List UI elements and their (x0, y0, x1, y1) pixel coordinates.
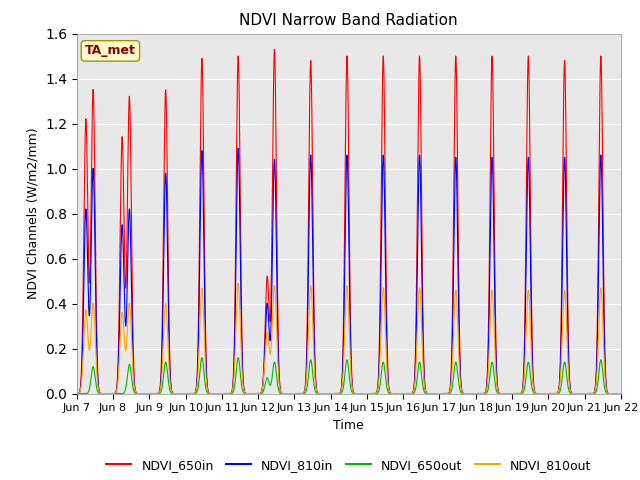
NDVI_810in (501, 391, 509, 396)
NDVI_650in (189, 391, 197, 396)
Line: NDVI_810in: NDVI_810in (77, 148, 621, 394)
NDVI_650in (617, 391, 625, 396)
NDVI_650out (617, 391, 625, 396)
NDVI_810out (276, 388, 284, 394)
NDVI_650in (184, 391, 191, 396)
NDVI_810in (424, 391, 431, 396)
NDVI_810out (501, 391, 509, 396)
Legend: NDVI_650in, NDVI_810in, NDVI_650out, NDVI_810out: NDVI_650in, NDVI_810in, NDVI_650out, NDV… (101, 454, 596, 477)
NDVI_650out (184, 391, 191, 396)
NDVI_810out (184, 391, 191, 396)
NDVI_650in (501, 391, 509, 396)
NDVI_810in (615, 391, 623, 396)
NDVI_650out (198, 355, 206, 360)
NDVI_650in (73, 391, 81, 396)
NDVI_650out (615, 391, 623, 396)
NDVI_810in (184, 391, 191, 396)
NDVI_810out (73, 391, 81, 396)
NDVI_810in (617, 391, 625, 396)
NDVI_650in (615, 391, 623, 396)
NDVI_810out (424, 391, 431, 396)
NDVI_650in (424, 391, 431, 396)
Y-axis label: NDVI Channels (W/m2/mm): NDVI Channels (W/m2/mm) (26, 128, 40, 300)
X-axis label: Time: Time (333, 419, 364, 432)
Line: NDVI_810out: NDVI_810out (77, 283, 621, 394)
NDVI_810out (617, 391, 625, 396)
Line: NDVI_650out: NDVI_650out (77, 358, 621, 394)
NDVI_810out (615, 391, 623, 396)
Title: NDVI Narrow Band Radiation: NDVI Narrow Band Radiation (239, 13, 458, 28)
NDVI_810out (234, 280, 242, 286)
NDVI_650out (424, 391, 431, 396)
Line: NDVI_650in: NDVI_650in (77, 49, 621, 394)
NDVI_650out (189, 391, 197, 396)
NDVI_650in (276, 387, 284, 393)
NDVI_650out (276, 390, 284, 396)
NDVI_810in (234, 145, 242, 151)
NDVI_810out (189, 391, 197, 396)
Text: TA_met: TA_met (85, 44, 136, 58)
NDVI_650out (73, 391, 81, 396)
NDVI_650out (501, 391, 509, 396)
NDVI_810in (73, 391, 81, 396)
NDVI_810in (276, 388, 284, 394)
NDVI_810in (189, 391, 197, 396)
NDVI_650in (271, 47, 278, 52)
